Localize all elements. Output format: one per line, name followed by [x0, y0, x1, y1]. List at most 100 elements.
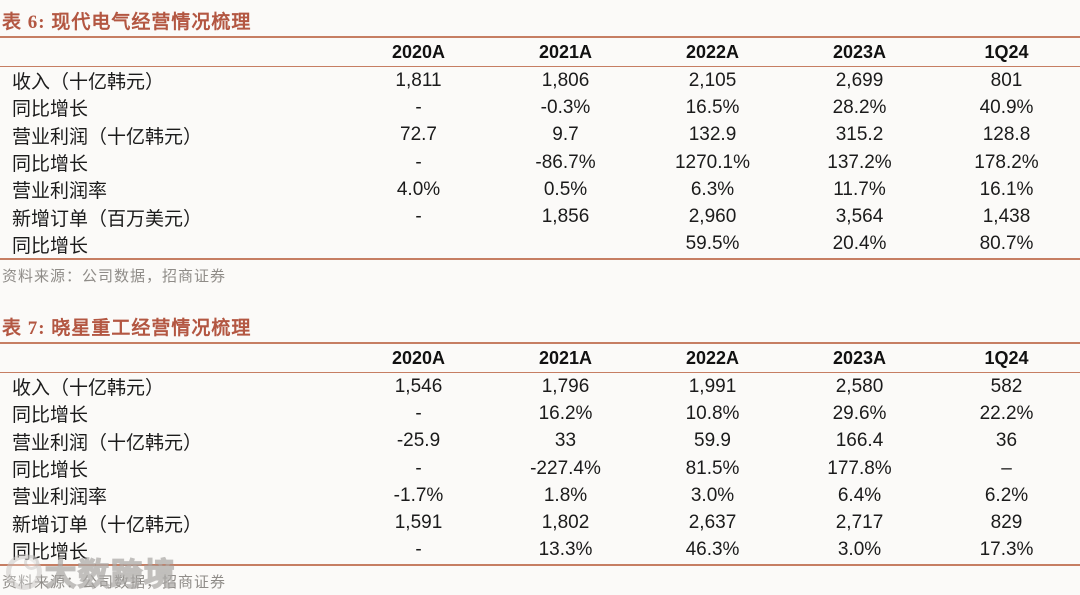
- table6-section: 表 6: 现代电气经营情况梳理 2020A 2021A 2022A 2023A …: [0, 10, 1080, 286]
- cell-value: -1.7%: [393, 484, 444, 506]
- table-row: 同比增长 - -0.3% 16.5% 28.2% 40.9%: [0, 94, 1080, 121]
- table7-section: 表 7: 晓星重工经营情况梳理 2020A 2021A 2022A 2023A …: [0, 316, 1080, 592]
- row-label: 收入（十亿韩元）: [12, 72, 165, 94]
- cell-value: [345, 231, 492, 259]
- row-label: 新增订单（百万美元）: [12, 208, 203, 230]
- row-label: 新增订单（十亿韩元）: [12, 514, 203, 536]
- row-label: 同比增长: [12, 460, 89, 482]
- cell-value: 16.5%: [685, 96, 740, 118]
- cell-value: 1,546: [394, 375, 443, 397]
- table6-header-spacer: [0, 37, 345, 67]
- table-row: 新增订单（百万美元） - 1,856 2,960 3,564 1,438: [0, 203, 1080, 230]
- row-label: 营业利润（十亿韩元）: [12, 126, 203, 148]
- cell-value: 36: [995, 430, 1018, 452]
- cell-value: 2,699: [835, 69, 884, 91]
- cell-value: -: [415, 402, 422, 424]
- table6-header-row: 2020A 2021A 2022A 2023A 1Q24: [0, 37, 1080, 67]
- table7-header-spacer: [0, 343, 345, 373]
- cell-value: -: [415, 539, 422, 561]
- row-label: 同比增长: [12, 405, 89, 427]
- row-label: 营业利润率: [12, 487, 108, 509]
- cell-value: 2,637: [688, 512, 737, 534]
- cell-value: 1,802: [541, 512, 590, 534]
- column-header-2020a: 2020A: [391, 347, 446, 368]
- cell-value: 3.0%: [690, 484, 735, 506]
- table-row: 营业利润率 -1.7% 1.8% 3.0% 6.4% 6.2%: [0, 482, 1080, 509]
- row-label: 同比增长: [12, 99, 89, 121]
- table-row: 营业利润率 4.0% 0.5% 6.3% 11.7% 16.1%: [0, 176, 1080, 203]
- cell-value: 2,105: [688, 69, 737, 91]
- cell-value: -25.9: [396, 430, 441, 452]
- cell-value: 315.2: [835, 124, 884, 146]
- cell-value: -227.4%: [530, 457, 601, 479]
- cell-value: -: [415, 206, 422, 228]
- cell-value: -: [415, 457, 422, 479]
- cell-value: -0.3%: [540, 96, 591, 118]
- row-label: 同比增长: [12, 154, 89, 176]
- column-header-2023a: 2023A: [832, 347, 887, 368]
- table-row: 营业利润（十亿韩元） 72.7 9.7 132.9 315.2 128.8: [0, 122, 1080, 149]
- cell-value: 59.5%: [685, 233, 740, 255]
- table-row: 同比增长 - 16.2% 10.8% 29.6% 22.2%: [0, 400, 1080, 427]
- cell-value: 28.2%: [832, 96, 887, 118]
- cell-value: 59.9: [694, 430, 731, 452]
- row-label: 营业利润率: [12, 181, 108, 203]
- table6-title: 表 6: 现代电气经营情况梳理: [2, 12, 252, 33]
- cell-value: 829: [990, 512, 1023, 534]
- cell-value: 166.4: [835, 430, 884, 452]
- cell-value: 1,438: [982, 206, 1031, 228]
- row-label: 营业利润（十亿韩元）: [12, 432, 203, 454]
- cell-value: 2,717: [835, 512, 884, 534]
- table-row: 同比增长 - -86.7% 1270.1% 137.2% 178.2%: [0, 149, 1080, 176]
- column-header-2021a: 2021A: [538, 41, 593, 62]
- cell-value: 3.0%: [837, 539, 882, 561]
- table6-source-note: 资料来源：公司数据，招商证券: [2, 269, 227, 286]
- column-header-2020a: 2020A: [391, 41, 446, 62]
- cell-value: 33: [554, 430, 577, 452]
- column-header-2021a: 2021A: [538, 347, 593, 368]
- cell-value: 72.7: [400, 124, 437, 146]
- cell-value: 10.8%: [685, 402, 740, 424]
- cell-value: 582: [990, 375, 1023, 397]
- cell-value: 80.7%: [979, 233, 1034, 255]
- table-row: 同比增长 - 13.3% 46.3% 3.0% 17.3%: [0, 537, 1080, 565]
- cell-value: 46.3%: [685, 539, 740, 561]
- column-header-2022a: 2022A: [685, 347, 740, 368]
- row-label: 收入（十亿韩元）: [12, 378, 165, 400]
- cell-value: -: [415, 96, 422, 118]
- column-header-2022a: 2022A: [685, 41, 740, 62]
- row-label: 同比增长: [12, 235, 89, 257]
- column-header-1q24: 1Q24: [984, 41, 1029, 62]
- table-row: 新增订单（十亿韩元） 1,591 1,802 2,637 2,717 829: [0, 509, 1080, 536]
- cell-value: 128.8: [982, 124, 1031, 146]
- table7: 2020A 2021A 2022A 2023A 1Q24 收入（十亿韩元） 1,…: [0, 342, 1080, 567]
- cell-value: 6.2%: [984, 484, 1029, 506]
- cell-value: 801: [990, 69, 1023, 91]
- cell-value: 2,960: [688, 206, 737, 228]
- cell-value: 16.2%: [538, 402, 593, 424]
- table-row: 同比增长 59.5% 20.4% 80.7%: [0, 231, 1080, 259]
- cell-value: 137.2%: [827, 151, 892, 173]
- cell-value: 1,811: [395, 69, 442, 91]
- table-row: 同比增长 - -227.4% 81.5% 177.8% –: [0, 455, 1080, 482]
- cell-value: 29.6%: [832, 402, 887, 424]
- cell-value: 3,564: [835, 206, 884, 228]
- cell-value: 81.5%: [685, 457, 740, 479]
- cell-value: 20.4%: [832, 233, 887, 255]
- cell-value: 1270.1%: [674, 151, 750, 173]
- cell-value: 1,591: [394, 512, 443, 534]
- cell-value: 11.7%: [833, 178, 886, 200]
- cell-value: 1,796: [541, 375, 590, 397]
- cell-value: 16.1%: [979, 178, 1034, 200]
- table7-header-row: 2020A 2021A 2022A 2023A 1Q24: [0, 343, 1080, 373]
- cell-value: –: [1001, 457, 1012, 479]
- cell-value: 1,991: [688, 375, 737, 397]
- cell-value: 9.7: [552, 124, 579, 146]
- column-header-1q24: 1Q24: [984, 347, 1029, 368]
- cell-value: 40.9%: [979, 96, 1034, 118]
- cell-value: 4.0%: [396, 178, 441, 200]
- cell-value: 6.3%: [690, 178, 735, 200]
- cell-value: -: [415, 151, 422, 173]
- table6: 2020A 2021A 2022A 2023A 1Q24 收入（十亿韩元） 1,…: [0, 36, 1080, 261]
